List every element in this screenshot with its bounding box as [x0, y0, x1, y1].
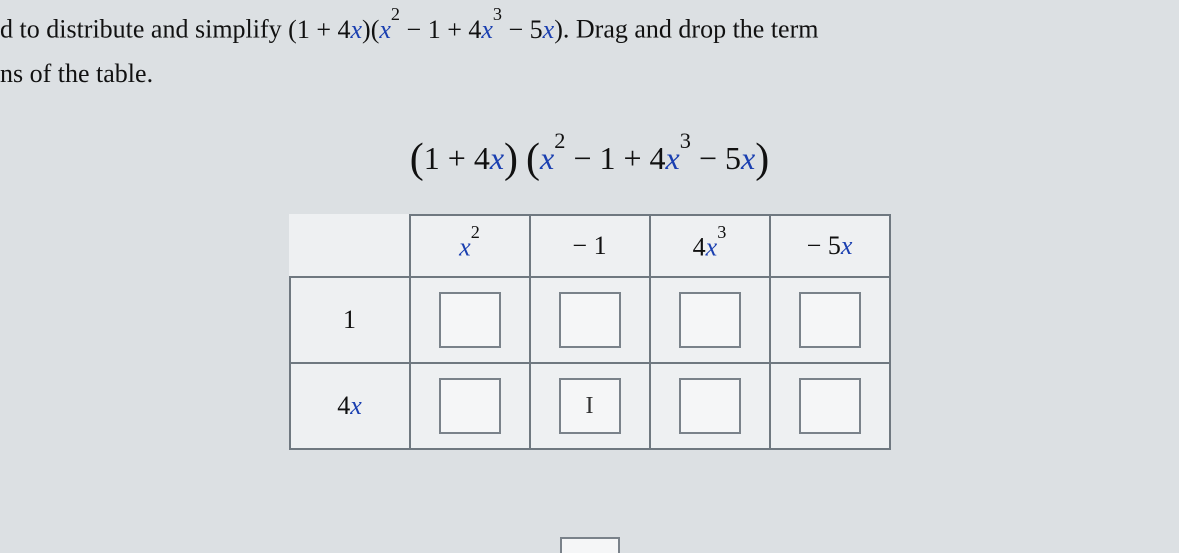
- col-header-2: − 1: [530, 215, 650, 277]
- col-header-4: − 5x: [770, 215, 890, 277]
- cell-2-1: [410, 363, 530, 449]
- table-corner: [290, 215, 410, 277]
- dropzone-1-3[interactable]: [679, 292, 741, 348]
- partial-element-stub: [560, 537, 620, 553]
- col-header-1: x2: [410, 215, 530, 277]
- cell-1-1: [410, 277, 530, 363]
- distribution-table: x2 − 1 4x3 − 5x 1: [289, 214, 891, 450]
- cell-1-2: [530, 277, 650, 363]
- cell-1-4: [770, 277, 890, 363]
- instruction-text: d to distribute and simplify (1 + 4x)(x2…: [0, 0, 1179, 94]
- table-row: 1: [290, 277, 890, 363]
- dropzone-1-1[interactable]: [439, 292, 501, 348]
- cell-2-2: I: [530, 363, 650, 449]
- row-header-2: 4x: [290, 363, 410, 449]
- distribution-table-wrap: x2 − 1 4x3 − 5x 1: [0, 214, 1179, 450]
- dropzone-1-2[interactable]: [559, 292, 621, 348]
- dropzone-2-1[interactable]: [439, 378, 501, 434]
- col-header-3: 4x3: [650, 215, 770, 277]
- table-row: 4x I: [290, 363, 890, 449]
- dropzone-2-2[interactable]: I: [559, 378, 621, 434]
- cell-2-3: [650, 363, 770, 449]
- cell-1-3: [650, 277, 770, 363]
- instruction-expression: (1 + 4x)(x2 − 1 + 4x3 − 5x): [288, 15, 563, 44]
- instruction-line-2: ns of the table.: [0, 54, 1179, 94]
- dropzone-2-3[interactable]: [679, 378, 741, 434]
- formula-display: (1 + 4x) (x2 − 1 + 4x3 − 5x): [0, 132, 1179, 180]
- dropzone-1-4[interactable]: [799, 292, 861, 348]
- cell-2-4: [770, 363, 890, 449]
- row-header-1: 1: [290, 277, 410, 363]
- instruction-prefix: d to distribute and simplify: [0, 15, 288, 44]
- instruction-line-1: d to distribute and simplify (1 + 4x)(x2…: [0, 8, 1179, 50]
- instruction-suffix: . Drag and drop the term: [563, 15, 819, 44]
- dropzone-2-4[interactable]: [799, 378, 861, 434]
- table-header-row: x2 − 1 4x3 − 5x: [290, 215, 890, 277]
